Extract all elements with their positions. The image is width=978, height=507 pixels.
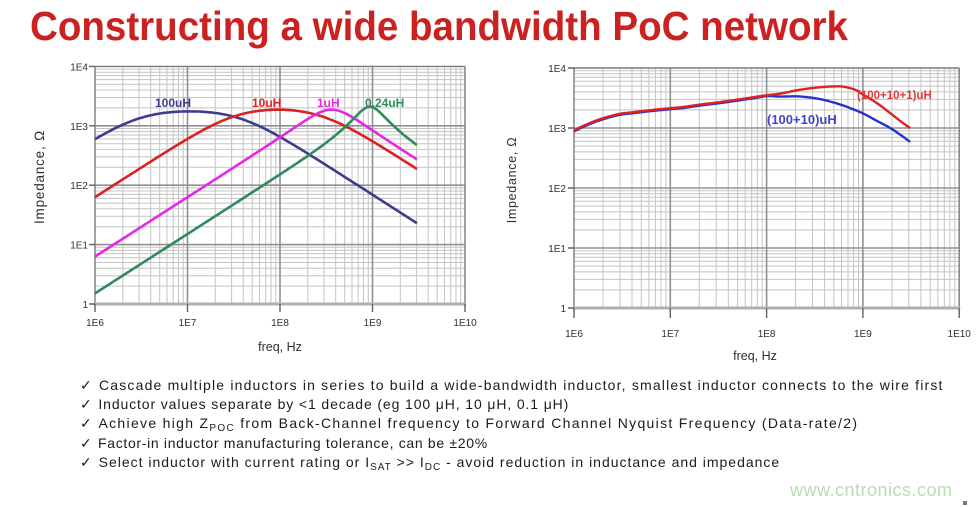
svg-text:1E10: 1E10 (453, 318, 477, 329)
svg-text:1uH: 1uH (317, 96, 340, 110)
svg-text:(100+10)uH: (100+10)uH (767, 112, 837, 127)
svg-text:1E7: 1E7 (661, 329, 679, 340)
svg-text:1E9: 1E9 (854, 329, 872, 340)
svg-text:100uH: 100uH (155, 96, 191, 110)
svg-text:freq, Hz: freq, Hz (733, 349, 777, 363)
svg-text:(100+10+1)uH: (100+10+1)uH (857, 90, 932, 102)
svg-text:1E2: 1E2 (70, 181, 88, 192)
svg-text:1E4: 1E4 (70, 62, 88, 73)
svg-text:0.24uH: 0.24uH (365, 96, 404, 110)
svg-text:1E3: 1E3 (548, 124, 566, 135)
svg-text:1E8: 1E8 (271, 318, 289, 329)
svg-text:Impedance, Ω: Impedance, Ω (505, 137, 519, 224)
svg-text:1E4: 1E4 (548, 64, 566, 75)
svg-text:1E6: 1E6 (565, 329, 583, 340)
svg-text:1E1: 1E1 (548, 244, 566, 255)
svg-text:1E2: 1E2 (548, 184, 566, 195)
svg-text:freq, Hz: freq, Hz (258, 340, 302, 354)
svg-text:1E1: 1E1 (70, 241, 88, 252)
svg-text:10uH: 10uH (252, 96, 281, 110)
svg-text:1E7: 1E7 (179, 318, 197, 329)
svg-text:1E8: 1E8 (758, 329, 776, 340)
svg-text:1E6: 1E6 (86, 318, 104, 329)
svg-text:1E3: 1E3 (70, 122, 88, 133)
svg-text:1: 1 (82, 300, 88, 311)
svg-text:1: 1 (560, 304, 566, 315)
svg-text:1E10: 1E10 (948, 329, 972, 340)
svg-text:Impedance, Ω: Impedance, Ω (32, 130, 47, 224)
svg-text:1E9: 1E9 (364, 318, 382, 329)
